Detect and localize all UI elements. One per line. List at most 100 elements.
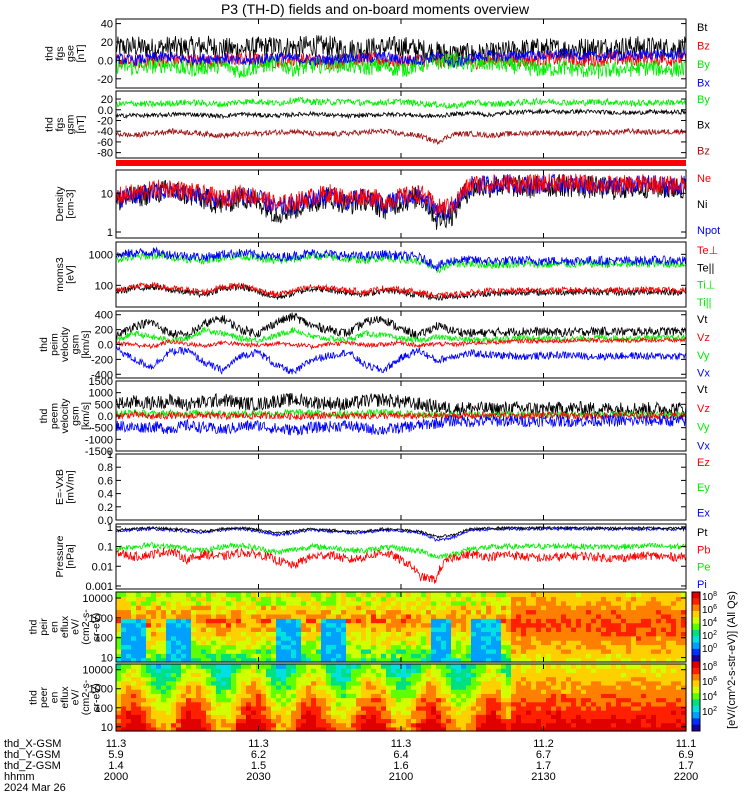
spectrogram-cell bbox=[386, 657, 392, 663]
spectrogram-cell bbox=[271, 668, 277, 673]
spectrogram-cell bbox=[166, 726, 172, 732]
spectrogram-cell bbox=[121, 710, 127, 715]
spectrogram-cell bbox=[441, 680, 447, 686]
spectrogram-cell bbox=[346, 653, 352, 659]
spectrogram-cell bbox=[426, 664, 432, 669]
spectrogram-cell bbox=[576, 627, 582, 632]
spectrogram-cell bbox=[516, 705, 522, 711]
spectrogram-cell bbox=[406, 644, 412, 650]
spectrogram-cell bbox=[576, 697, 582, 703]
colorbar-segment bbox=[692, 693, 700, 700]
spectrogram-cell bbox=[141, 609, 147, 615]
spectrogram-cell bbox=[671, 627, 677, 632]
spectrogram-cell bbox=[661, 653, 667, 659]
spectrogram-cell bbox=[591, 668, 597, 673]
spectrogram-cell bbox=[656, 644, 662, 650]
spectrogram-cell bbox=[236, 710, 242, 715]
spectrogram-cell bbox=[546, 609, 552, 615]
spectrogram-cell bbox=[151, 676, 157, 682]
spectrogram-cell bbox=[401, 600, 407, 606]
spectrogram-cell bbox=[221, 684, 227, 690]
spectrogram-cell bbox=[361, 618, 367, 624]
spectrogram-cell bbox=[316, 622, 322, 628]
spectrogram-cell bbox=[116, 726, 122, 732]
spectrogram-cell bbox=[526, 657, 532, 663]
y-tick-label: 0.0 bbox=[98, 411, 113, 423]
spectrogram-cell bbox=[401, 627, 407, 632]
spectrogram-cell bbox=[126, 701, 132, 707]
spectrogram-cell bbox=[186, 689, 192, 694]
spectrogram-cell bbox=[221, 609, 227, 615]
spectrogram-cell bbox=[401, 648, 407, 654]
spectrogram-cell bbox=[501, 644, 507, 650]
spectrogram-cell bbox=[266, 618, 272, 624]
spectrogram-cell bbox=[571, 714, 577, 720]
spectrogram-cell bbox=[221, 697, 227, 703]
spectrogram-cell bbox=[486, 640, 492, 646]
spectrogram-cell bbox=[641, 640, 647, 646]
spectrogram-cell bbox=[181, 697, 187, 703]
spectrogram-cell bbox=[481, 722, 487, 728]
spectrogram-cell bbox=[151, 618, 157, 624]
spectrogram-cell bbox=[236, 664, 242, 669]
spectrogram-cell bbox=[441, 631, 447, 637]
spectrogram-cell bbox=[371, 635, 377, 641]
spectrogram-cell bbox=[496, 672, 502, 678]
spectrogram-cell bbox=[546, 672, 552, 678]
spectrogram-cell bbox=[326, 676, 332, 682]
spectrogram-cell bbox=[586, 672, 592, 678]
spectrogram-cell bbox=[451, 600, 457, 606]
spectrogram-cell bbox=[591, 693, 597, 699]
spectrogram-cell bbox=[256, 718, 262, 724]
legend-label: Ti|| bbox=[697, 297, 711, 309]
spectrogram-cell bbox=[171, 600, 177, 606]
spectrogram-cell bbox=[346, 605, 352, 611]
spectrogram-cell bbox=[611, 592, 617, 597]
spectrogram-cell bbox=[376, 689, 382, 694]
spectrogram-cell bbox=[291, 718, 297, 724]
spectrogram-cell bbox=[396, 718, 402, 724]
colorbar-segment bbox=[692, 686, 700, 694]
spectrogram-cell bbox=[226, 648, 232, 654]
spectrogram-cell bbox=[551, 684, 557, 690]
spectrogram-cell bbox=[506, 684, 512, 690]
spectrogram-cell bbox=[511, 672, 517, 678]
spectrogram-cell bbox=[181, 722, 187, 728]
spectrogram-cell bbox=[236, 635, 242, 641]
spectrogram-cell bbox=[351, 697, 357, 703]
spectrogram-cell bbox=[506, 622, 512, 628]
spectrogram-cell bbox=[241, 664, 247, 669]
spectrogram-cell bbox=[491, 714, 497, 720]
spectrogram-cell bbox=[146, 726, 152, 732]
colorbar-frame bbox=[691, 591, 701, 732]
spectrogram-cell bbox=[216, 701, 222, 707]
spectrogram-cell bbox=[561, 668, 567, 673]
spectrogram-cell bbox=[256, 613, 262, 619]
spectrogram-cell bbox=[201, 653, 207, 659]
spectrogram-cell bbox=[401, 718, 407, 724]
spectrogram-cell bbox=[356, 714, 362, 720]
y-tick-label: 100 bbox=[95, 703, 113, 715]
spectrogram-cell bbox=[491, 631, 497, 637]
spectrogram-cell bbox=[136, 613, 142, 619]
spectrogram-cell bbox=[181, 657, 187, 663]
spectrogram-cell bbox=[276, 596, 282, 602]
spectrogram-cell bbox=[361, 684, 367, 690]
spectrogram-cell bbox=[456, 622, 462, 628]
spectrogram-cell bbox=[131, 600, 137, 606]
spectrogram-cell bbox=[261, 726, 267, 732]
spectrogram-cell bbox=[341, 701, 347, 707]
spectrogram-cell bbox=[591, 697, 597, 703]
spectrogram-cell bbox=[246, 592, 252, 597]
spectrogram-cell bbox=[396, 668, 402, 673]
spectrogram-cell bbox=[226, 726, 232, 732]
spectrogram-cell bbox=[126, 668, 132, 673]
spectrogram-cell bbox=[561, 697, 567, 703]
spectrogram-cell bbox=[186, 714, 192, 720]
spectrogram-cell bbox=[406, 701, 412, 707]
spectrogram-cell bbox=[666, 653, 672, 659]
spectrogram-cell bbox=[301, 596, 307, 602]
spectrogram-cell bbox=[346, 697, 352, 703]
spectrogram-cell bbox=[536, 726, 542, 732]
spectrogram-cell bbox=[206, 609, 212, 615]
